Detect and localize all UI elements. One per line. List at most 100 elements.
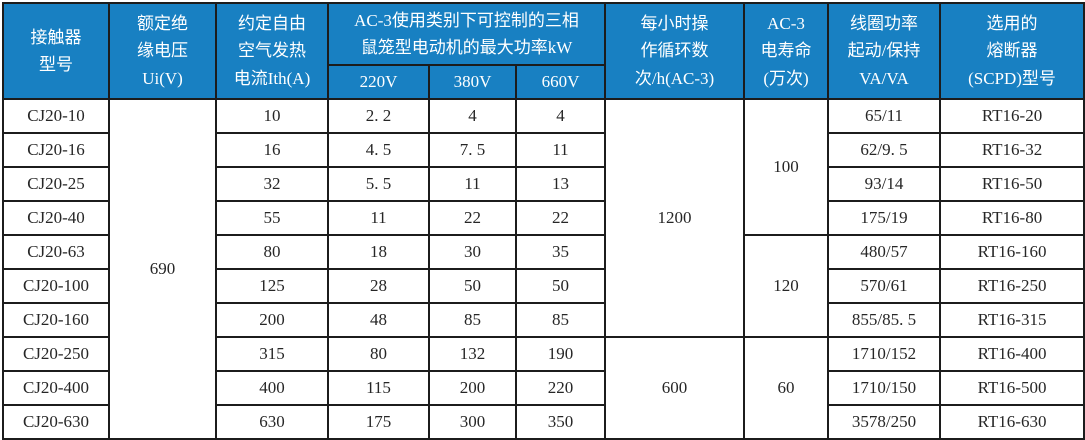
header-coil-power: 线圈功率 起动/保持 VA/VA [827,2,942,100]
cell-kw380: 200 [428,370,517,406]
table-row: CJ20-160 200 48 85 85 855/85. 5 RT16-315 [2,302,1085,338]
table-row: CJ20-63 80 18 30 35 120 480/57 RT16-160 [2,234,1085,338]
cell-coil: 3578/250 [827,404,942,440]
cell-kw220: 2. 2 [327,98,430,134]
table-row: CJ20-100 125 28 50 50 570/61 RT16-250 [2,268,1085,304]
cell-fuse: RT16-80 [939,200,1085,236]
cell-coil: 480/57 [827,234,942,270]
cell-kw220: 18 [327,234,430,270]
cell-model: CJ20-40 [2,200,110,236]
cell-kw380: 11 [428,166,517,202]
cell-ith: 80 [215,234,329,270]
cell-model: CJ20-250 [2,336,110,372]
header-model: 接触器 型号 [2,2,110,100]
cell-fuse: RT16-500 [939,370,1085,406]
cell-model: CJ20-400 [2,370,110,406]
header-ac3-power-group: AC-3使用类别下可控制的三相 鼠笼型电动机的最大功率kW [326,2,607,66]
cell-coil: 65/11 [827,98,942,134]
table-row: CJ20-16 16 4. 5 7. 5 11 62/9. 5 RT16-32 [2,132,1085,168]
cell-kw660: 22 [514,200,607,236]
cell-model: CJ20-100 [2,268,110,304]
cell-kw660: 4 [514,98,607,134]
table-row: CJ20-400 400 115 200 220 1710/150 RT16-5… [2,370,1085,406]
table-row: CJ20-10 690 10 2. 2 4 4 1200 100 65/11 R… [2,98,1085,440]
header-insulation-voltage: 额定绝 缘电压 Ui(V) [108,2,217,100]
cell-kw220: 28 [327,268,430,304]
cell-model: CJ20-630 [2,404,110,440]
cell-fuse: RT16-32 [939,132,1085,168]
header-cycles-per-hour: 每小时操 作循环数 次/h(AC-3) [604,2,746,100]
cell-cycles-group1: 1200 [604,98,746,338]
cell-kw220: 80 [327,336,430,372]
cell-ith: 315 [215,336,329,372]
cell-kw660: 35 [514,234,607,270]
cell-cycles-group2: 600 [604,336,746,440]
cell-kw660: 50 [514,268,607,304]
cell-kw220: 48 [327,302,430,338]
cell-ith: 200 [215,302,329,338]
table-row: CJ20-40 55 11 22 22 175/19 RT16-80 [2,200,1085,236]
cell-ith: 32 [215,166,329,202]
table-body: CJ20-10 690 10 2. 2 4 4 1200 100 65/11 R… [2,98,1085,440]
cell-model: CJ20-160 [2,302,110,338]
cell-kw380: 50 [428,268,517,304]
header-fuse-type: 选用的 熔断器 (SCPD)型号 [939,2,1085,100]
cell-fuse: RT16-50 [939,166,1085,202]
table-header: 接触器 型号 额定绝 缘电压 Ui(V) 约定自由 空气发热 电流Ith(A) … [2,2,1085,100]
cell-model: CJ20-25 [2,166,110,202]
cell-kw220: 11 [327,200,430,236]
cell-fuse: RT16-315 [939,302,1085,338]
cell-model: CJ20-10 [2,98,110,134]
cell-coil: 855/85. 5 [827,302,942,338]
cell-kw660: 350 [514,404,607,440]
cell-kw660: 11 [514,132,607,168]
cell-coil: 62/9. 5 [827,132,942,168]
cell-coil: 93/14 [827,166,942,202]
cell-kw660: 220 [514,370,607,406]
table-row: CJ20-25 32 5. 5 11 13 93/14 RT16-50 [2,166,1085,202]
cell-coil: 570/61 [827,268,942,304]
cell-fuse: RT16-160 [939,234,1085,270]
cell-kw660: 190 [514,336,607,372]
cell-kw220: 115 [327,370,430,406]
cell-kw380: 85 [428,302,517,338]
cell-kw380: 7. 5 [428,132,517,168]
cell-fuse: RT16-400 [939,336,1085,372]
cell-kw380: 300 [428,404,517,440]
header-electrical-life: AC-3 电寿命 (万次) [743,2,830,100]
header-220v: 220V [327,64,430,100]
table-row: CJ20-630 630 175 300 350 3578/250 RT16-6… [2,404,1085,440]
cell-fuse: RT16-20 [939,98,1085,134]
cell-fuse: RT16-630 [939,404,1085,440]
cell-ith: 400 [215,370,329,406]
cell-kw380: 4 [428,98,517,134]
cell-ith: 16 [215,132,329,168]
cell-kw380: 22 [428,200,517,236]
header-380v: 380V [428,64,517,100]
cell-kw660: 13 [514,166,607,202]
cell-kw220: 175 [327,404,430,440]
cell-life-group2: 120 [743,234,830,338]
cell-kw380: 132 [428,336,517,372]
cell-ith: 630 [215,404,329,440]
cell-coil: 1710/152 [827,336,942,372]
cell-ith: 55 [215,200,329,236]
cell-coil: 1710/150 [827,370,942,406]
table-row: CJ20-250 315 80 132 190 600 60 1710/152 … [2,336,1085,440]
cell-life-group3: 60 [743,336,830,440]
cell-ith: 10 [215,98,329,134]
cell-kw380: 30 [428,234,517,270]
cell-kw220: 5. 5 [327,166,430,202]
header-660v: 660V [514,64,607,100]
cell-kw660: 85 [514,302,607,338]
cell-life-group1: 100 [743,98,830,236]
cell-fuse: RT16-250 [939,268,1085,304]
cell-model: CJ20-16 [2,132,110,168]
cell-model: CJ20-63 [2,234,110,270]
header-thermal-current: 约定自由 空气发热 电流Ith(A) [215,2,329,100]
cell-coil: 175/19 [827,200,942,236]
cell-insulation-voltage: 690 [108,98,217,440]
cell-ith: 125 [215,268,329,304]
